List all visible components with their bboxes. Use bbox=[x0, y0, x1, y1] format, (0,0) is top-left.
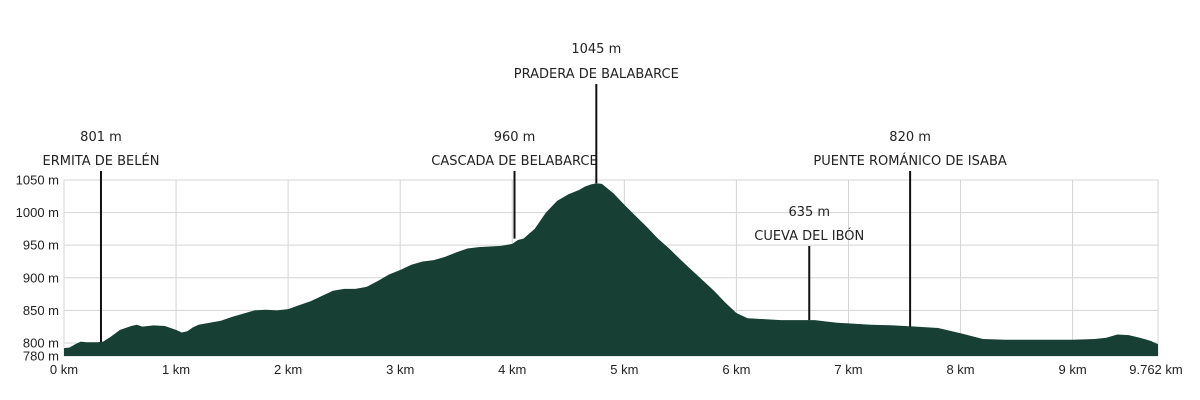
x-tick-label: 9 km bbox=[1059, 362, 1087, 377]
marker-elevation-label: 820 m bbox=[889, 130, 931, 145]
marker-elevation-label: 1045 m bbox=[571, 42, 621, 57]
x-tick-label: 1 km bbox=[162, 362, 190, 377]
marker-name-label: CUEVA DEL IBÓN bbox=[754, 228, 864, 244]
x-tick-label: 9.762 km bbox=[1129, 362, 1182, 377]
marker-name-label: PRADERA DE BALABARCE bbox=[514, 67, 679, 82]
marker-elevation-label: 960 m bbox=[494, 130, 536, 145]
x-tick-label: 6 km bbox=[722, 362, 750, 377]
y-tick-label: 800 m bbox=[23, 335, 59, 350]
marker-elevation-label: 801 m bbox=[80, 130, 122, 145]
y-tick-label: 1050 m bbox=[16, 173, 59, 188]
x-tick-label: 7 km bbox=[834, 362, 862, 377]
x-tick-label: 4 km bbox=[498, 362, 526, 377]
y-tick-label: 1000 m bbox=[16, 205, 59, 220]
x-tick-label: 5 km bbox=[610, 362, 638, 377]
x-tick-label: 8 km bbox=[946, 362, 974, 377]
x-tick-label: 2 km bbox=[274, 362, 302, 377]
x-tick-label: 0 km bbox=[50, 362, 78, 377]
marker-name-label: PUENTE ROMÁNICO DE ISABA bbox=[813, 153, 1006, 169]
series-layer bbox=[64, 183, 1158, 356]
marker-name-label: CASCADA DE BELABARCE bbox=[431, 154, 597, 169]
y-tick-label: 780 m bbox=[23, 349, 59, 364]
waypoint-annotations: 801 m ERMITA DE BELÉN 960 m CASCADA DE BELA… bbox=[43, 42, 1007, 343]
marker-name-label: ERMITA DE BELÉN bbox=[43, 153, 160, 169]
y-tick-label: 950 m bbox=[23, 238, 59, 253]
y-tick-label: 900 m bbox=[23, 270, 59, 285]
marker-elevation-label: 635 m bbox=[788, 205, 830, 220]
y-tick-label: 850 m bbox=[23, 303, 59, 318]
x-tick-label: 3 km bbox=[386, 362, 414, 377]
elevation-area bbox=[64, 183, 1158, 356]
